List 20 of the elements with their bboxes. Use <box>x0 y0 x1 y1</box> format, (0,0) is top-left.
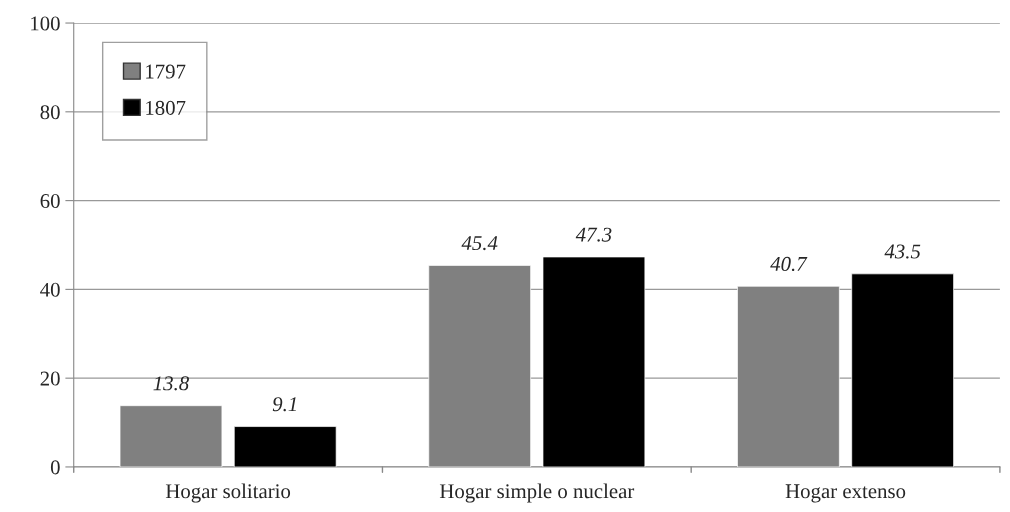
y-tick-label: 40 <box>40 282 60 297</box>
data-label: 47.3 <box>575 227 612 242</box>
y-tick-label: 80 <box>40 105 60 120</box>
y-tick-label: 0 <box>50 460 60 475</box>
bar <box>542 256 646 467</box>
y-tick-label: 20 <box>40 371 60 386</box>
data-label: 13.8 <box>153 376 189 391</box>
bar <box>233 426 337 467</box>
bar <box>851 273 954 467</box>
data-label: 40.7 <box>770 256 808 272</box>
x-tick-label: Hogar simple o nuclear <box>439 483 635 503</box>
data-label: 45.4 <box>461 236 498 251</box>
legend-label: 1797 <box>146 64 186 79</box>
y-tick-label: 60 <box>40 193 60 209</box>
y-tick-label: 100 <box>31 16 60 31</box>
legend-label: 1807 <box>146 100 186 115</box>
data-label: 43.5 <box>884 244 921 259</box>
x-tick-label: Hogar solitario <box>165 483 291 503</box>
data-label: 9.1 <box>272 397 296 412</box>
x-tick-label: Hogar extenso <box>785 484 906 503</box>
